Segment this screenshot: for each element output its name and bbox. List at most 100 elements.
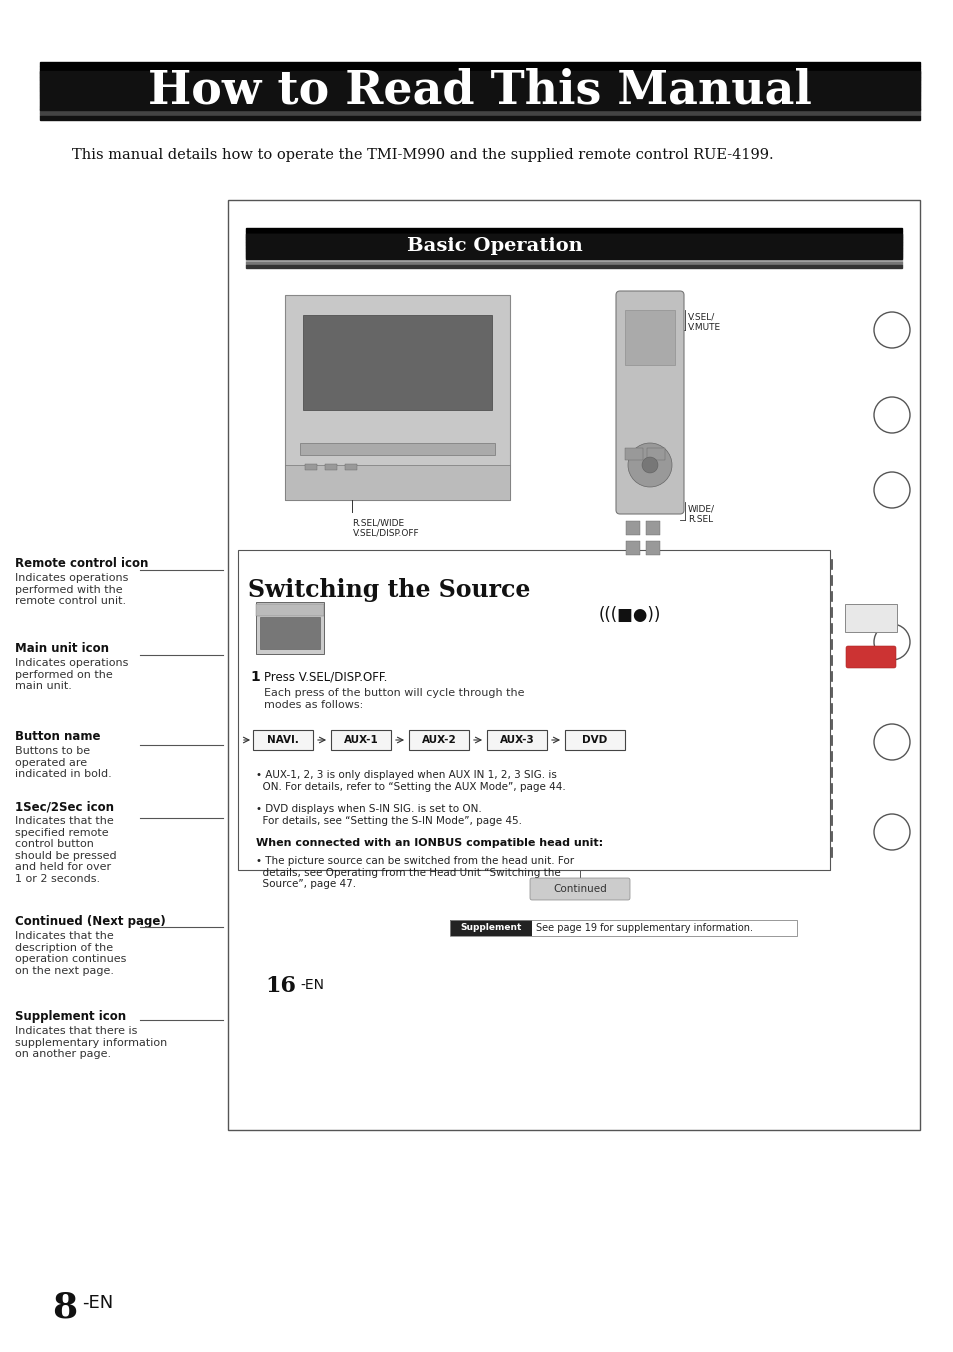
Text: This manual details how to operate the TMI-M990 and the supplied remote control : This manual details how to operate the T…	[71, 147, 773, 162]
Bar	[303, 315, 492, 410]
Bar	[625, 521, 639, 535]
Bar	[285, 295, 510, 500]
Text: V.SEL: V.SEL	[859, 610, 882, 618]
Circle shape	[873, 312, 909, 347]
Text: NAVI.: NAVI.	[267, 735, 298, 745]
Bar	[624, 310, 675, 365]
Text: Buttons to be
operated are
indicated in bold.: Buttons to be operated are indicated in …	[15, 746, 112, 779]
Bar	[40, 112, 919, 116]
Text: See page 19 for supplementary information.: See page 19 for supplementary informatio…	[536, 923, 752, 933]
Bar	[409, 730, 469, 750]
Text: • The picture source can be switched from the head unit. For
  details, see Oper: • The picture source can be switched fro…	[255, 856, 574, 890]
Text: Indicates that the
description of the
operation continues
on the next page.: Indicates that the description of the op…	[15, 932, 126, 976]
Text: WIDE/
R.SEL: WIDE/ R.SEL	[687, 506, 714, 525]
Text: Button name: Button name	[15, 730, 100, 744]
Text: Each press of the button will cycle through the
modes as follows:: Each press of the button will cycle thro…	[264, 688, 524, 710]
Text: +V.MUTE: +V.MUTE	[856, 622, 884, 626]
Text: 1: 1	[250, 671, 259, 684]
Text: • DVD displays when S-IN SIG. is set to ON.
  For details, see “Setting the S-IN: • DVD displays when S-IN SIG. is set to …	[255, 804, 521, 826]
Text: Supplement: Supplement	[460, 923, 521, 933]
Circle shape	[873, 472, 909, 508]
Bar	[646, 448, 664, 460]
Text: Indicates that there is
supplementary information
on another page.: Indicates that there is supplementary in…	[15, 1026, 167, 1059]
Bar	[255, 602, 324, 654]
Bar	[246, 234, 901, 237]
Bar	[285, 465, 510, 500]
Text: • AUX-1, 2, 3 is only displayed when AUX IN 1, 2, 3 SIG. is
  ON. For details, r: • AUX-1, 2, 3 is only displayed when AUX…	[255, 771, 565, 792]
Circle shape	[627, 443, 671, 487]
Bar	[246, 228, 901, 231]
Text: 8: 8	[52, 1290, 77, 1324]
Bar	[246, 265, 901, 268]
Bar	[40, 110, 919, 112]
Bar	[624, 448, 642, 460]
Bar	[450, 919, 532, 936]
Text: AUX-1: AUX-1	[343, 735, 378, 745]
FancyBboxPatch shape	[845, 646, 895, 668]
Text: AUX-2: AUX-2	[421, 735, 456, 745]
Bar	[40, 80, 919, 84]
Bar	[246, 254, 901, 257]
Bar	[246, 260, 901, 262]
Text: AUX-3: AUX-3	[499, 735, 534, 745]
Bar	[246, 231, 901, 234]
FancyBboxPatch shape	[616, 291, 683, 514]
Bar	[625, 541, 639, 556]
Bar	[40, 62, 919, 66]
Bar	[40, 105, 919, 110]
Bar	[645, 541, 659, 556]
Bar	[253, 730, 313, 750]
Text: Continued: Continued	[553, 884, 606, 894]
Bar	[246, 262, 901, 265]
Bar	[40, 116, 919, 120]
Text: Indicates operations
performed on the
main unit.: Indicates operations performed on the ma…	[15, 658, 129, 691]
Bar	[40, 101, 919, 105]
Bar	[246, 257, 901, 260]
Bar	[40, 77, 919, 80]
Text: -EN: -EN	[299, 977, 324, 992]
Bar	[246, 237, 901, 239]
Text: ⇔: ⇔	[865, 652, 875, 662]
Circle shape	[873, 814, 909, 850]
Bar	[331, 730, 391, 750]
Text: Basic Operation: Basic Operation	[407, 238, 582, 256]
Text: DVD: DVD	[581, 735, 607, 745]
Text: Indicates operations
performed with the
remote control unit.: Indicates operations performed with the …	[15, 573, 129, 606]
Text: Main unit icon: Main unit icon	[15, 642, 109, 654]
Bar	[40, 66, 919, 69]
Text: How to Read This Manual: How to Read This Manual	[148, 68, 811, 114]
Bar	[40, 70, 919, 110]
Bar	[844, 604, 896, 631]
Bar	[40, 95, 919, 99]
Text: V.SEL/
V.MUTE: V.SEL/ V.MUTE	[687, 314, 720, 333]
Text: -EN: -EN	[82, 1294, 113, 1311]
Text: 1Sec/2Sec icon: 1Sec/2Sec icon	[15, 800, 113, 813]
Bar	[486, 730, 546, 750]
Bar	[40, 99, 919, 101]
Text: Remote control icon: Remote control icon	[15, 557, 149, 571]
Text: 16: 16	[265, 975, 295, 996]
Bar	[645, 521, 659, 535]
Circle shape	[873, 625, 909, 660]
Text: R.SEL/WIDE
V.SEL/DISP.OFF: R.SEL/WIDE V.SEL/DISP.OFF	[352, 518, 418, 537]
Bar	[246, 245, 901, 247]
Bar	[345, 464, 356, 470]
Bar	[246, 247, 901, 251]
Bar	[255, 604, 324, 617]
Circle shape	[873, 397, 909, 433]
Bar	[40, 88, 919, 91]
Text: Continued (Next page): Continued (Next page)	[15, 915, 166, 927]
Bar	[325, 464, 336, 470]
Bar	[450, 919, 796, 936]
Bar	[237, 550, 829, 869]
Bar	[246, 239, 901, 242]
Bar	[246, 242, 901, 245]
Bar	[299, 443, 495, 456]
Bar	[40, 91, 919, 95]
Bar	[246, 234, 901, 258]
Text: When connected with an IONBUS compatible head unit:: When connected with an IONBUS compatible…	[255, 838, 602, 848]
Bar	[260, 617, 319, 649]
Text: Press V.SEL/DISP.OFF.: Press V.SEL/DISP.OFF.	[264, 671, 387, 683]
Text: Switching the Source: Switching the Source	[248, 579, 530, 602]
Bar	[246, 251, 901, 254]
